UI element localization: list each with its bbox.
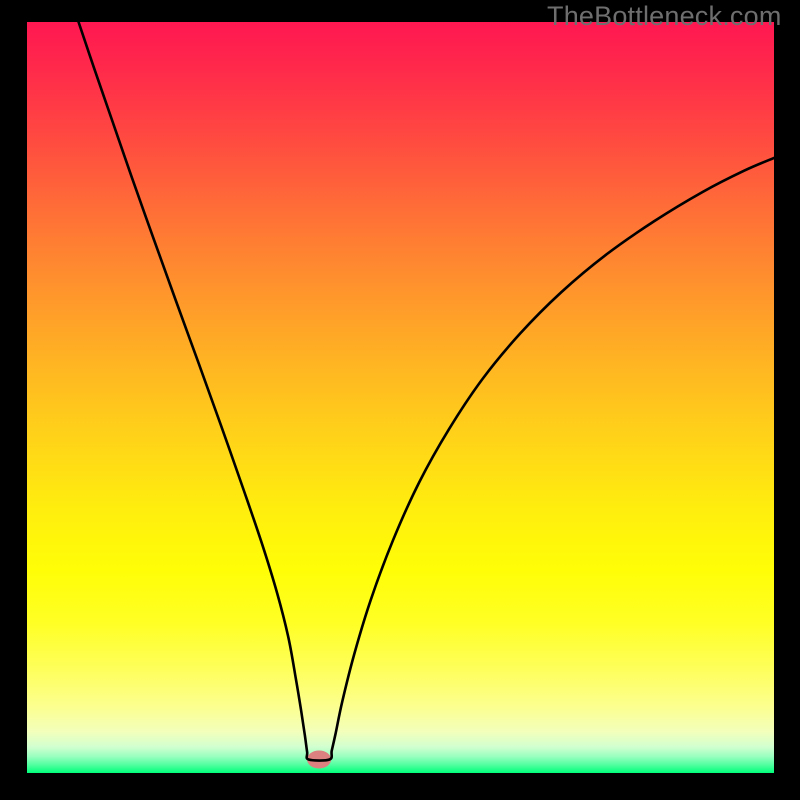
gradient-background — [27, 22, 774, 773]
watermark-text: TheBottleneck.com — [547, 1, 782, 32]
bottleneck-chart — [27, 22, 774, 773]
chart-frame — [27, 22, 774, 773]
